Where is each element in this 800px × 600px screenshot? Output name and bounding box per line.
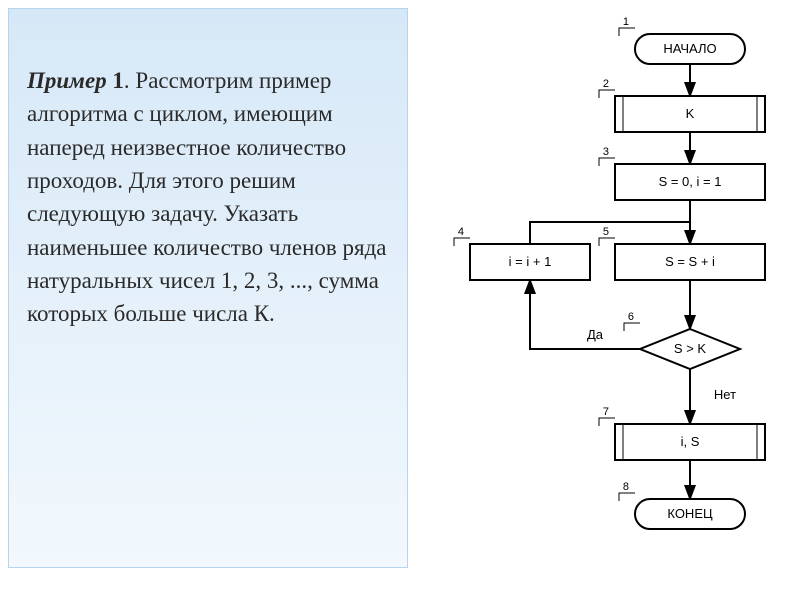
svg-text:4: 4 — [458, 226, 464, 238]
svg-text:8: 8 — [623, 481, 629, 493]
svg-text:K: K — [686, 106, 695, 121]
svg-text:i, S: i, S — [681, 434, 700, 449]
example-number: 1 — [112, 68, 124, 93]
flowchart-diagram: Да Нет НАЧАЛО 1 K 2 S = 0, i = 1 3 i = i + 1 4 S =… — [440, 4, 795, 594]
svg-text:S = 0, i = 1: S = 0, i = 1 — [659, 174, 722, 189]
svg-text:S > K: S > K — [674, 341, 706, 356]
svg-text:6: 6 — [628, 311, 634, 323]
svg-text:Да: Да — [587, 327, 604, 342]
text-panel: Пример 1. Рассмотрим пример алгоритма с … — [8, 8, 408, 568]
svg-text:Нет: Нет — [714, 387, 736, 402]
example-body: . Рассмотрим пример алгоритма с циклом, … — [27, 68, 386, 326]
example-label: Пример — [27, 68, 107, 93]
svg-text:S = S + i: S = S + i — [665, 254, 715, 269]
svg-text:i = i + 1: i = i + 1 — [509, 254, 552, 269]
svg-text:КОНЕЦ: КОНЕЦ — [667, 506, 713, 521]
svg-text:7: 7 — [603, 406, 609, 418]
svg-text:3: 3 — [603, 146, 609, 158]
svg-text:2: 2 — [603, 78, 609, 90]
svg-text:5: 5 — [603, 226, 609, 238]
svg-text:1: 1 — [623, 16, 629, 28]
svg-text:НАЧАЛО: НАЧАЛО — [663, 41, 716, 56]
example-text: Пример 1. Рассмотрим пример алгоритма с … — [27, 64, 389, 331]
